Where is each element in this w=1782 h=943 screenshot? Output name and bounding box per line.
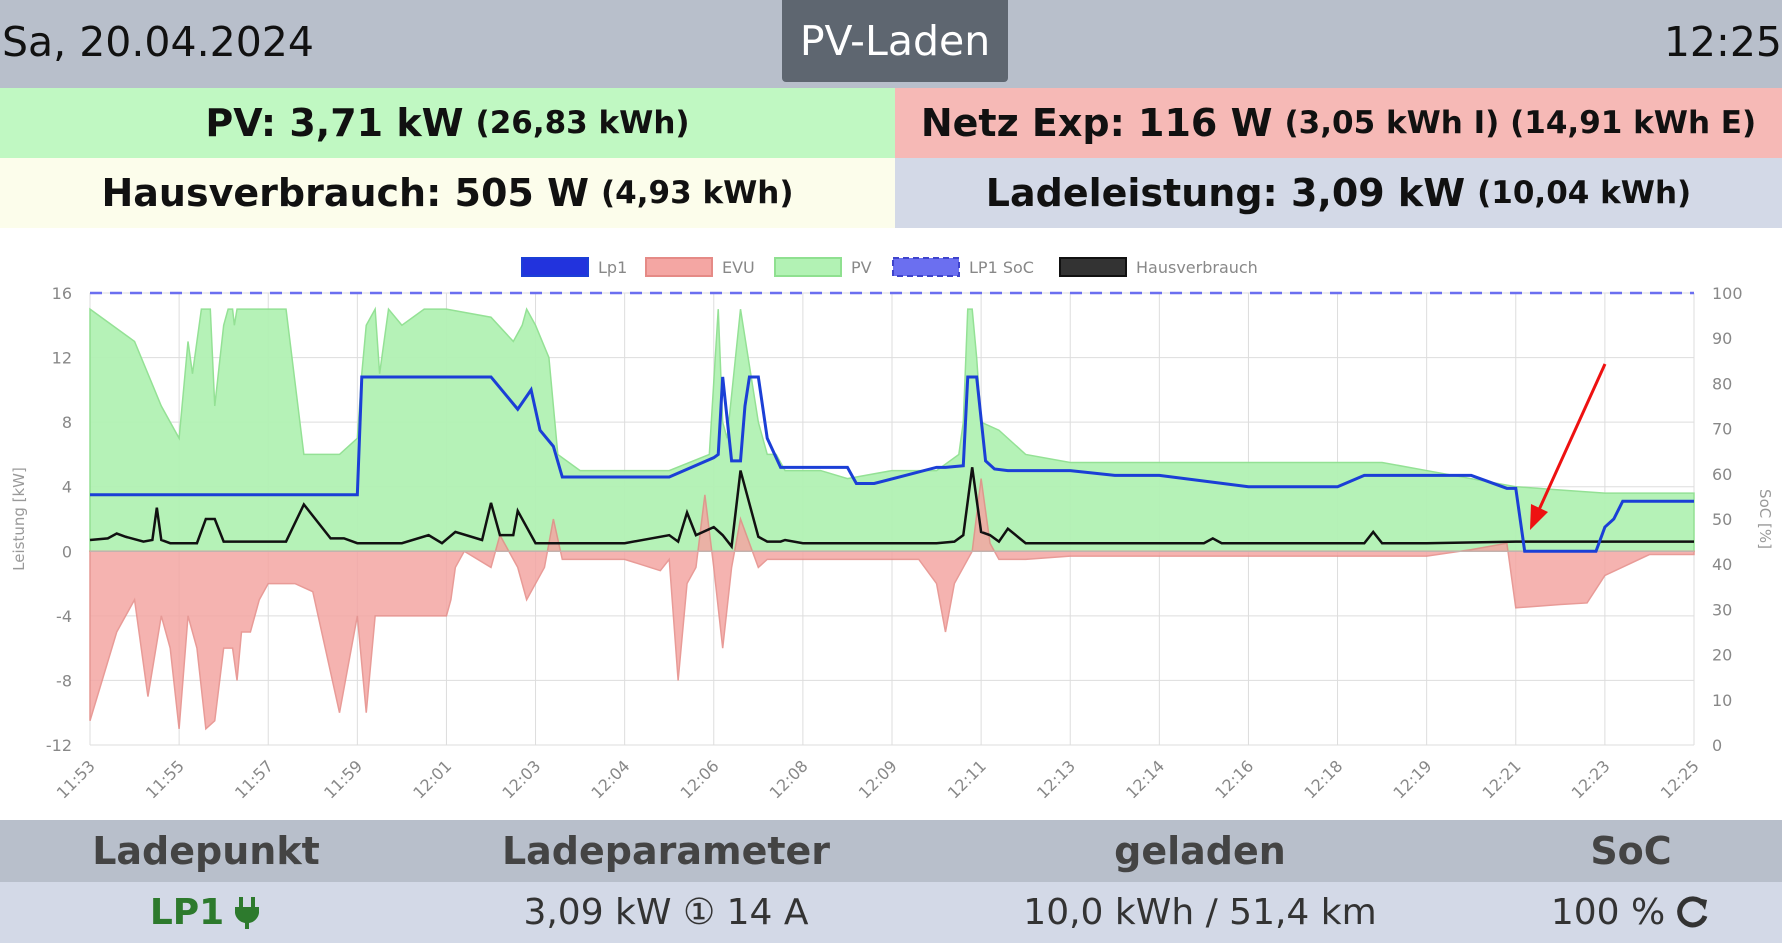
pv-area bbox=[89, 306, 1695, 553]
legend-swatch bbox=[521, 257, 589, 277]
annotation-arrow bbox=[1536, 363, 1607, 513]
y2-tick-label: 30 bbox=[1712, 600, 1732, 619]
x-tick-label: 11:55 bbox=[142, 756, 188, 802]
header-time: 12:25 bbox=[1663, 18, 1782, 66]
refresh-icon[interactable] bbox=[1673, 894, 1711, 932]
x-tick-label: 11:53 bbox=[53, 756, 99, 802]
legend-swatch bbox=[645, 257, 713, 277]
y2-tick-label: 100 bbox=[1712, 284, 1743, 303]
evu-area bbox=[89, 478, 1695, 731]
legend-label: PV bbox=[851, 258, 872, 277]
y-tick-label: 12 bbox=[52, 349, 72, 368]
x-tick-label: 12:06 bbox=[677, 756, 723, 802]
chart-svg[interactable]: 1612840-4-8-12100908070605040302010011:5… bbox=[0, 228, 1782, 820]
x-tick-label: 12:03 bbox=[498, 756, 544, 802]
legend-label: Hausverbrauch bbox=[1136, 258, 1258, 277]
legend-label: Lp1 bbox=[598, 258, 627, 277]
x-tick-label: 12:08 bbox=[766, 756, 812, 802]
ladepunkt-cell[interactable]: LP1 bbox=[0, 882, 412, 943]
ladeleistung-power: Ladeleistung: 3,09 kW bbox=[985, 171, 1466, 215]
soc-cell[interactable]: 100 % bbox=[1480, 882, 1782, 943]
x-tick-label: 12:23 bbox=[1568, 756, 1614, 802]
x-tick-label: 12:04 bbox=[587, 756, 633, 802]
loadpoint-table-header: Ladepunkt Ladeparameter geladen SoC bbox=[0, 820, 1782, 882]
x-tick-label: 12:13 bbox=[1033, 756, 1079, 802]
y2-tick-label: 10 bbox=[1712, 691, 1732, 710]
x-tick-label: 11:59 bbox=[320, 756, 366, 802]
legend-swatch bbox=[774, 257, 842, 277]
lp1-line bbox=[90, 375, 1694, 553]
pv-energy: (26,83 kWh) bbox=[475, 105, 690, 141]
mode-button[interactable]: PV-Laden bbox=[782, 0, 1008, 82]
ladepunkt-name[interactable]: LP1 bbox=[149, 892, 225, 933]
plug-icon bbox=[235, 896, 260, 929]
x-tick-label: 12:01 bbox=[409, 756, 455, 802]
hausverbrauch-panel: Hausverbrauch: 505 W (4,93 kWh) bbox=[0, 158, 895, 228]
header-ladepunkt: Ladepunkt bbox=[92, 829, 320, 873]
x-tick-label: 12:18 bbox=[1300, 756, 1346, 802]
y2-tick-label: 70 bbox=[1712, 420, 1732, 439]
y2-tick-label: 80 bbox=[1712, 374, 1732, 393]
netz-power: Netz Exp: 116 W bbox=[920, 101, 1273, 145]
y-tick-label: -12 bbox=[46, 736, 72, 755]
header-soc: SoC bbox=[1590, 829, 1672, 873]
ladeparameter-cell: 3,09 kW ① 14 A bbox=[523, 892, 809, 933]
power-chart[interactable]: 16 12 8 4 0 -4 -8 -12 100 90 80 70 60 50 40 30 20 10 0 11:5… bbox=[0, 228, 1782, 820]
y2-tick-label: 20 bbox=[1712, 646, 1732, 665]
x-tick-label: 12:09 bbox=[855, 756, 901, 802]
pv-power: PV: 3,71 kW bbox=[205, 101, 464, 145]
x-tick-label: 12:16 bbox=[1211, 756, 1257, 802]
top-bar: Sa, 20.04.2024 PV-Laden 12:25 bbox=[0, 0, 1782, 88]
legend-swatch bbox=[1059, 257, 1127, 277]
pv-panel: PV: 3,71 kW (26,83 kWh) bbox=[0, 88, 895, 158]
y2-tick-label: 40 bbox=[1712, 555, 1732, 574]
netz-panel: Netz Exp: 116 W (3,05 kWh I) (14,91 kWh … bbox=[895, 88, 1782, 158]
soc-value: 100 % bbox=[1550, 892, 1666, 933]
y-tick-label: 4 bbox=[62, 478, 72, 497]
header-date: Sa, 20.04.2024 bbox=[2, 18, 314, 66]
header-ladeparameter: Ladeparameter bbox=[501, 829, 831, 873]
y2-axis-label: SoC [%] bbox=[1756, 489, 1774, 549]
x-tick-label: 12:11 bbox=[944, 756, 990, 802]
netz-energy: (3,05 kWh I) (14,91 kWh E) bbox=[1284, 105, 1757, 141]
y-tick-label: -4 bbox=[56, 607, 72, 626]
hausverbrauch-energy: (4,93 kWh) bbox=[601, 175, 794, 211]
y2-tick-label: 60 bbox=[1712, 465, 1732, 484]
y2-tick-label: 0 bbox=[1712, 736, 1722, 755]
legend-label: EVU bbox=[722, 258, 755, 277]
x-tick-label: 12:25 bbox=[1657, 756, 1703, 802]
header-geladen: geladen bbox=[1114, 829, 1286, 873]
annotation-arrowhead bbox=[1530, 504, 1548, 530]
geladen-cell: 10,0 kWh / 51,4 km bbox=[1023, 892, 1377, 933]
y-tick-label: 0 bbox=[62, 542, 72, 561]
y-tick-label: -8 bbox=[56, 671, 72, 690]
x-tick-label: 12:14 bbox=[1122, 756, 1168, 802]
hausverbrauch-line bbox=[89, 467, 1694, 550]
ladeleistung-panel: Ladeleistung: 3,09 kW (10,04 kWh) bbox=[895, 158, 1782, 228]
y2-tick-label: 50 bbox=[1712, 510, 1732, 529]
x-tick-label: 12:19 bbox=[1389, 756, 1435, 802]
loadpoint-row[interactable]: LP1 3,09 kW ① 14 A 10,0 kWh / 51,4 km 10… bbox=[0, 882, 1782, 943]
x-tick-label: 12:21 bbox=[1479, 756, 1525, 802]
hausverbrauch-power: Hausverbrauch: 505 W bbox=[101, 171, 589, 215]
y2-tick-label: 90 bbox=[1712, 329, 1732, 348]
legend-swatch bbox=[892, 257, 960, 277]
x-tick-label: 11:57 bbox=[231, 756, 277, 802]
ladeleistung-energy: (10,04 kWh) bbox=[1477, 175, 1692, 211]
legend-label: LP1 SoC bbox=[969, 258, 1034, 277]
y-axis-label: Leistung [kW] bbox=[10, 467, 28, 571]
y-tick-label: 16 bbox=[52, 284, 72, 303]
y-tick-label: 8 bbox=[62, 413, 72, 432]
